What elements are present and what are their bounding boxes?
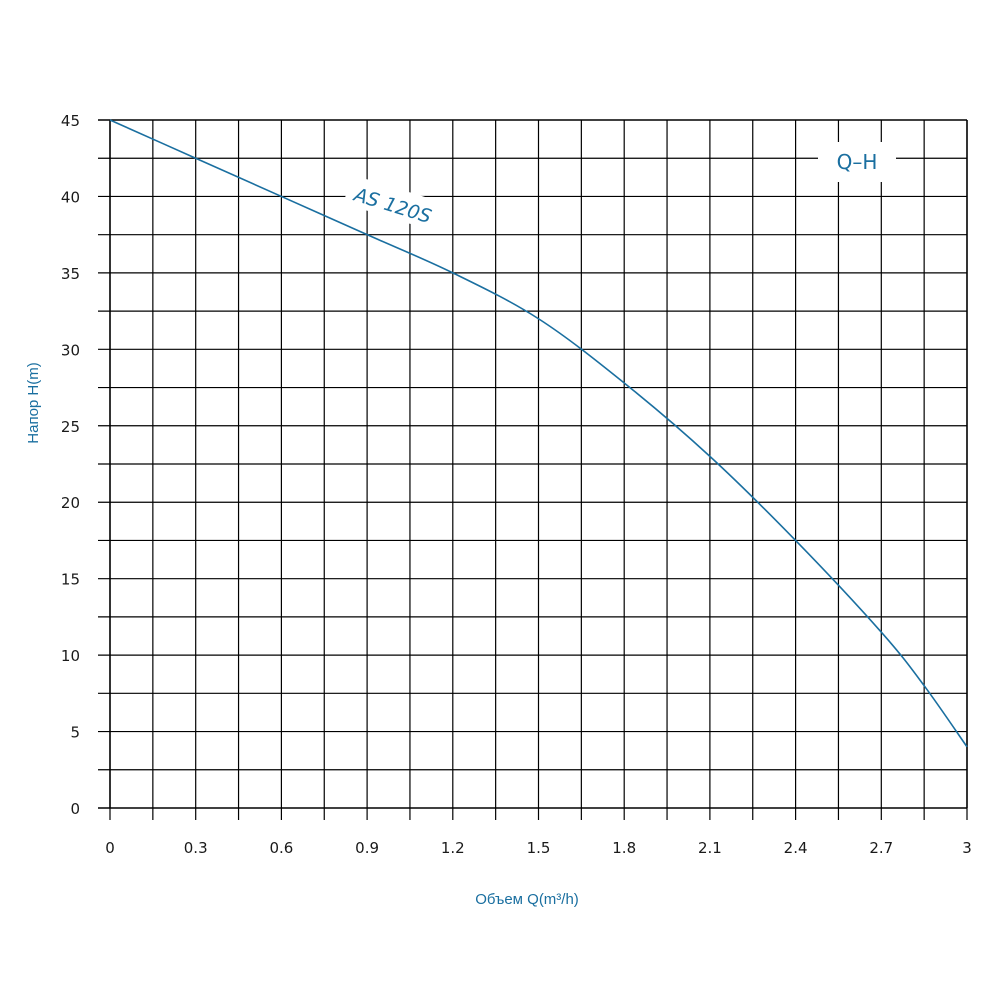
legend-background [818,142,896,182]
x-tick-labels: 0 0.3 0.6 0.9 1.2 1.5 1.8 2.1 2.4 2.7 3 [105,839,972,857]
y-tick-label: 20 [61,494,80,512]
y-tick-label: 30 [61,341,80,359]
legend-box: Q–H [818,142,896,182]
curve-label-box: AS 120S [343,174,444,232]
y-tick-labels: 0 5 10 15 20 25 30 35 40 45 [61,112,80,818]
y-tick-label: 15 [61,571,80,589]
x-tick-label: 1.2 [441,839,465,857]
y-tick-label: 25 [61,418,80,436]
y-tick-label: 40 [61,188,80,206]
y-tick-label: 10 [61,647,80,665]
x-tick-label: 0.6 [269,839,293,857]
x-axis-title: Объем Q(m³/h) [475,891,579,908]
curve-label-background [343,174,444,232]
grid [98,119,968,820]
y-tick-label: 0 [70,800,80,818]
y-axis-title: Напор H(m) [25,362,42,443]
x-tick-label: 1.5 [527,839,551,857]
x-tick-label: 2.4 [784,839,808,857]
x-tick-label: 0.9 [355,839,379,857]
x-tick-label: 0 [105,839,115,857]
y-tick-label: 45 [61,112,80,130]
legend-label: Q–H [837,150,878,174]
series-line-as120s [109,119,968,748]
x-tick-label: 2.1 [698,839,722,857]
y-tick-label: 5 [70,724,80,742]
x-tick-label: 2.7 [869,839,893,857]
x-tick-label: 1.8 [612,839,636,857]
y-tick-label: 35 [61,265,80,283]
x-tick-label: 3 [962,839,972,857]
x-tick-label: 0.3 [184,839,208,857]
